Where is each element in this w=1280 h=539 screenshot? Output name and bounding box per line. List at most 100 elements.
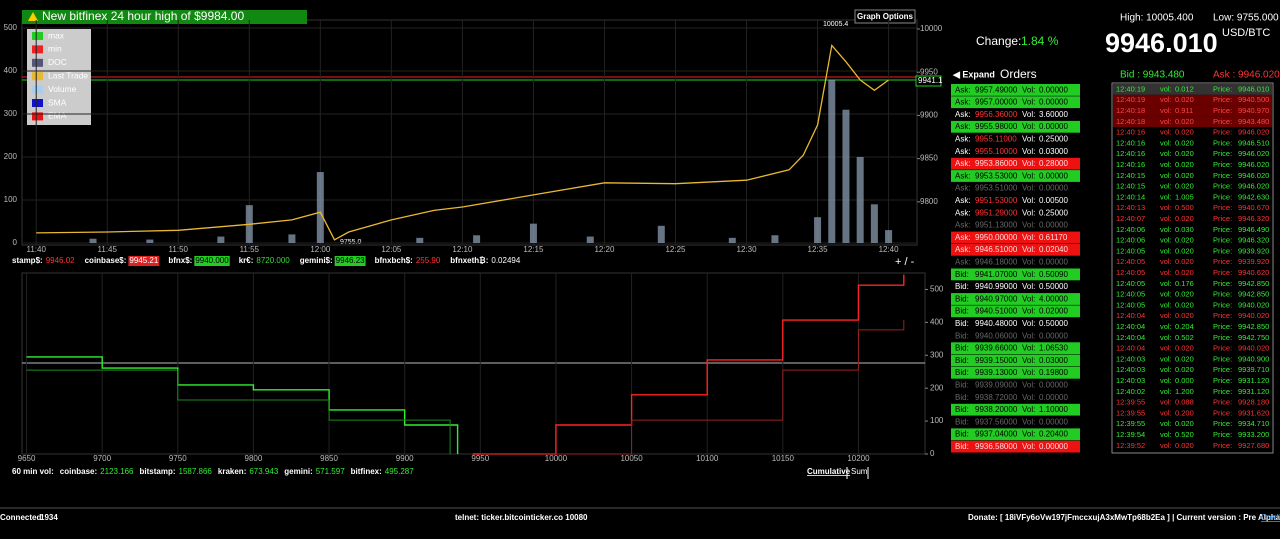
toggle-sum[interactable]: Sum	[851, 467, 868, 476]
vol-line-label: 60 min vol:	[12, 467, 54, 476]
trade-vol: 0.020	[1175, 182, 1194, 191]
trade-vol: 1.005	[1175, 192, 1194, 201]
order-vol: 0.61170	[1039, 233, 1068, 242]
vol-value: 495.287	[385, 467, 414, 476]
x-tick-label: 9700	[93, 454, 111, 463]
legend-label: Volume	[48, 84, 77, 94]
order-vol-label: Vol:	[1022, 319, 1035, 328]
y2-tick-label: 9850	[920, 154, 938, 163]
trade-vol-label: vol:	[1160, 322, 1172, 331]
orders-title: Orders	[1000, 67, 1037, 81]
order-side: Ask:	[955, 85, 971, 94]
trade-time: 12:40:16	[1116, 138, 1145, 147]
trade-price: 9943.480	[1238, 117, 1269, 126]
zoom[interactable]: + / -	[895, 256, 915, 268]
trade-vol-label: vol:	[1160, 160, 1172, 169]
order-row	[951, 391, 1080, 404]
order-vol: 0.00500	[1039, 196, 1068, 205]
order-side: Ask:	[955, 196, 971, 205]
graph-options[interactable]	[854, 9, 916, 24]
change-label: Change:	[976, 34, 1021, 48]
trade-price-label: Price:	[1213, 322, 1232, 331]
order-vol-label: Vol:	[1022, 122, 1035, 131]
y2-tick-label: 9950	[920, 67, 938, 76]
connected-count: 1934	[40, 513, 58, 522]
trade-price: 9931.620	[1238, 408, 1269, 417]
order-vol-label: Vol:	[1022, 221, 1035, 230]
order-side: Ask:	[955, 159, 971, 168]
x-tick-label: 12:00	[310, 245, 331, 254]
depth-line	[472, 274, 905, 455]
trade-price: 9946.320	[1238, 236, 1269, 245]
order-price: 9951.29000	[975, 208, 1018, 217]
expand[interactable]: ◀ Expand	[952, 69, 995, 79]
trade-vol-label: vol:	[1160, 95, 1172, 104]
order-vol-label: Vol:	[1022, 110, 1035, 119]
graph-options-label[interactable]: Graph Options	[857, 12, 914, 21]
trade-time: 12:39:55	[1116, 398, 1145, 407]
x-tick-label: 9800	[245, 454, 263, 463]
order-side: Bid:	[955, 294, 969, 303]
order-price: 9936.58000	[975, 442, 1018, 451]
trade-time: 12:40:15	[1116, 171, 1145, 180]
volume-bar	[870, 204, 878, 243]
order-side: Bid:	[955, 368, 969, 377]
trade-vol-label: vol:	[1160, 311, 1172, 320]
trade-vol-label: vol:	[1160, 333, 1172, 342]
order-price: 9951.13000	[975, 221, 1018, 230]
order-row	[951, 330, 1080, 342]
trade-vol-label: vol:	[1160, 192, 1172, 201]
order-row	[951, 145, 1080, 158]
trade-time: 12:39:55	[1116, 408, 1145, 417]
exchange-label: stamp$:	[12, 256, 43, 265]
legend-swatch	[32, 32, 43, 40]
order-price: 9951.53000	[975, 196, 1018, 205]
order-row	[951, 256, 1080, 268]
trade-time: 12:40:07	[1116, 214, 1145, 223]
vol-exchange: bitstamp:	[140, 467, 176, 476]
trade-time: 12:40:02	[1116, 387, 1145, 396]
trade-time: 12:40:16	[1116, 149, 1145, 158]
order-side: Bid:	[955, 270, 969, 279]
order-price: 9940.48000	[975, 319, 1018, 328]
order-vol-label: Vol:	[1022, 405, 1035, 414]
trade-price-label: Price:	[1213, 387, 1232, 396]
trade-price-label: Price:	[1213, 106, 1232, 115]
trade-vol-label: vol:	[1160, 257, 1172, 266]
order-price: 9953.53000	[975, 171, 1018, 180]
exchange-label: bfnxeth₿:	[450, 256, 488, 265]
order-vol: 0.50000	[1039, 319, 1068, 328]
trade-vol: 0.020	[1175, 354, 1194, 363]
trade-vol: 0.020	[1175, 138, 1194, 147]
trade-price-label: Price:	[1213, 419, 1232, 428]
order-price: 9957.00000	[975, 98, 1018, 107]
trade-vol-label: vol:	[1160, 117, 1172, 126]
order-vol: 0.00000	[1039, 380, 1068, 389]
trade-vol-label: vol:	[1160, 300, 1172, 309]
volume-bar	[814, 217, 822, 243]
y-tick-label: 200	[930, 383, 944, 392]
trade-price-label: Price:	[1213, 398, 1232, 407]
trade-time: 12:40:05	[1116, 246, 1145, 255]
y-tick-label: 200	[4, 152, 18, 161]
trade-price: 9940.900	[1238, 354, 1269, 363]
trade-price: 9934.710	[1238, 419, 1269, 428]
order-price: 9953.86000	[975, 159, 1018, 168]
credits-link[interactable]: Credits	[1261, 513, 1280, 522]
order-vol-label: Vol:	[1022, 171, 1035, 180]
trade-price: 9942.850	[1238, 279, 1269, 288]
toggle-cumulative[interactable]: Cumulative	[807, 467, 851, 476]
trade-vol: 0.500	[1175, 203, 1194, 212]
y-tick-label: 100	[4, 195, 18, 204]
order-price: 9941.07000	[975, 270, 1018, 279]
trade-vol: 0.020	[1175, 300, 1194, 309]
x-tick-label: 10050	[620, 454, 643, 463]
trade-price-label: Price:	[1213, 246, 1232, 255]
trade-vol: 0.030	[1175, 225, 1194, 234]
order-row	[951, 342, 1080, 355]
depth-line	[26, 369, 451, 454]
order-vol-label: Vol:	[1022, 233, 1035, 242]
y-tick-label: 500	[930, 285, 944, 294]
order-side: Bid:	[955, 442, 969, 451]
trade-vol-label: vol:	[1160, 128, 1172, 137]
